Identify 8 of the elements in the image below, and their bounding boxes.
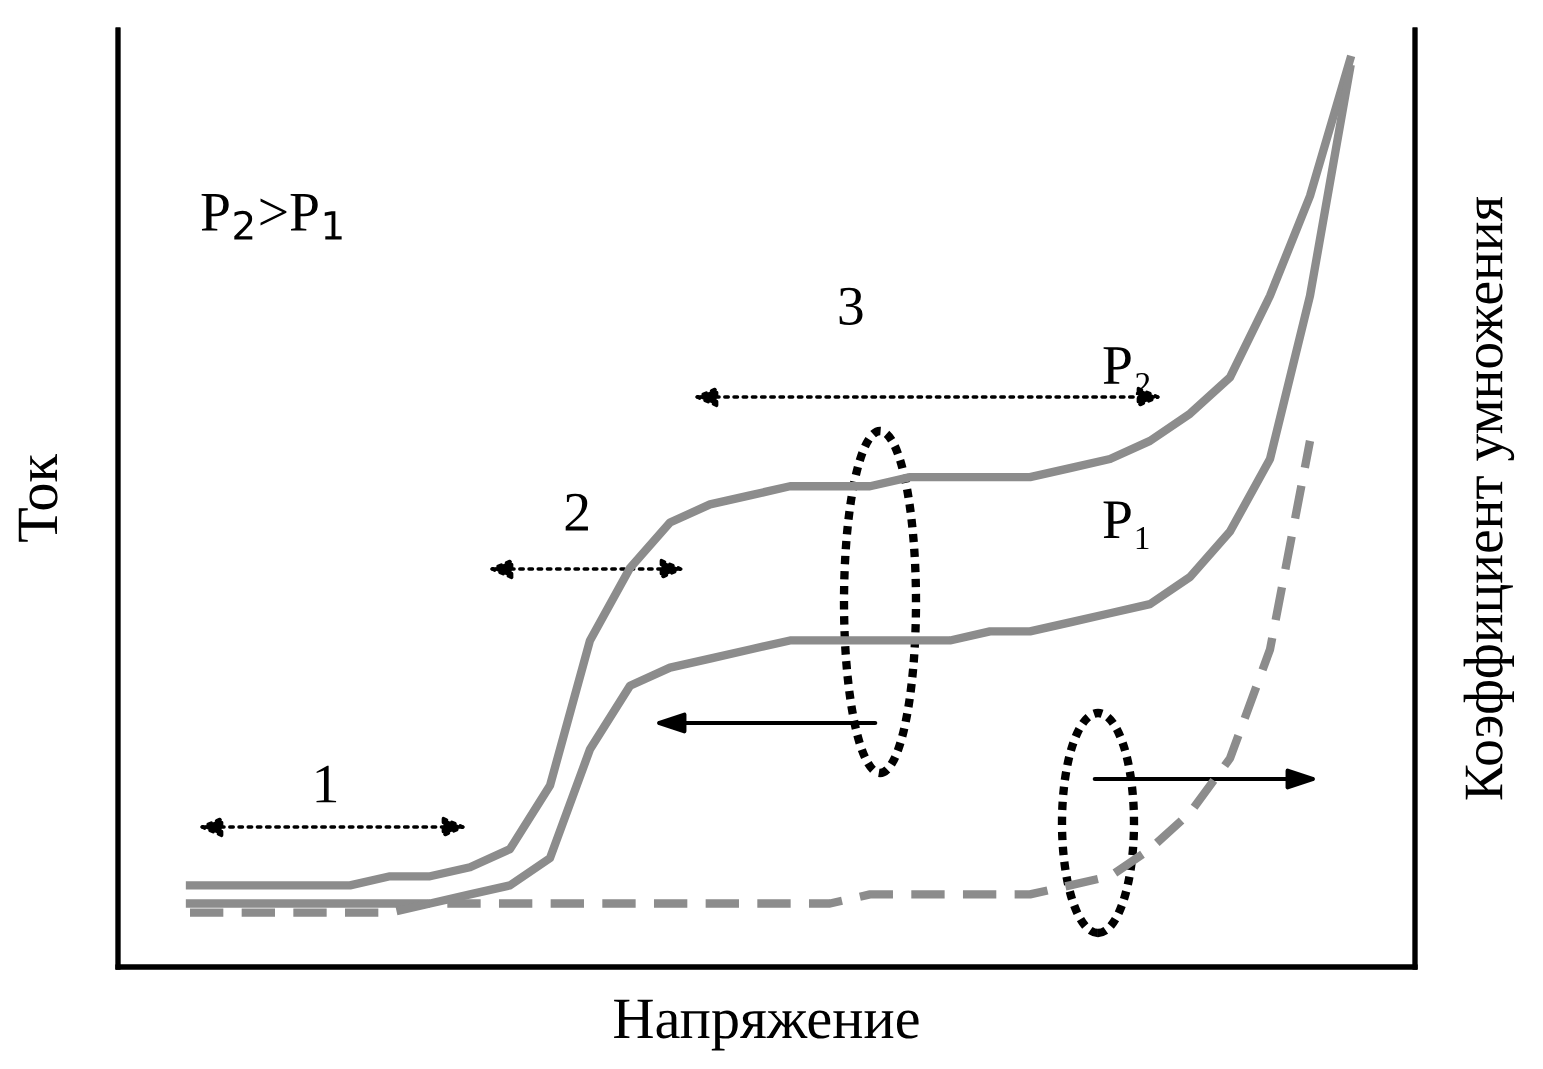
annotation: P$_{2}$>P$_{1}$ [201, 194, 342, 240]
y2-axis-title: Коэффициент умножения [1463, 196, 1515, 800]
annotation: 2 [565, 493, 588, 531]
annotation: 3 [839, 287, 863, 326]
annotation: 1 [316, 765, 337, 803]
series-label: P₁ [1103, 501, 1149, 550]
x-axis-title: Напряжение [614, 999, 919, 1051]
y-axis-title: Ток [18, 454, 58, 542]
